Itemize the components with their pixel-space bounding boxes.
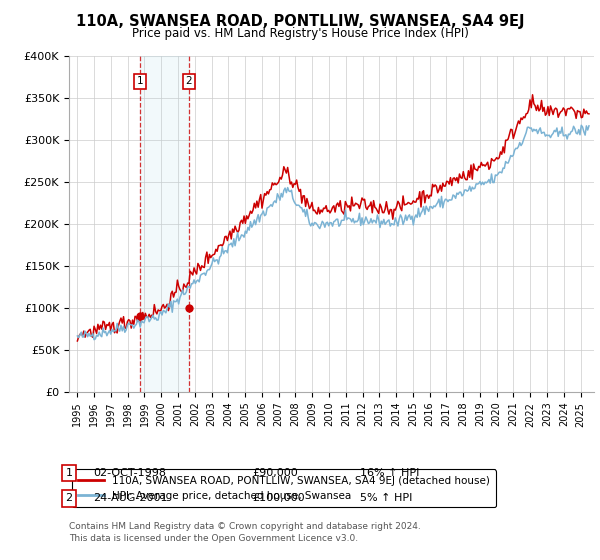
- Text: 2: 2: [185, 76, 192, 86]
- Text: 2: 2: [65, 493, 73, 503]
- Text: 1: 1: [65, 468, 73, 478]
- Text: 16% ↑ HPI: 16% ↑ HPI: [360, 468, 419, 478]
- Text: Contains HM Land Registry data © Crown copyright and database right 2024.: Contains HM Land Registry data © Crown c…: [69, 522, 421, 531]
- Text: 110A, SWANSEA ROAD, PONTLLIW, SWANSEA, SA4 9EJ: 110A, SWANSEA ROAD, PONTLLIW, SWANSEA, S…: [76, 14, 524, 29]
- Text: This data is licensed under the Open Government Licence v3.0.: This data is licensed under the Open Gov…: [69, 534, 358, 543]
- Text: 1: 1: [137, 76, 143, 86]
- Text: 5% ↑ HPI: 5% ↑ HPI: [360, 493, 412, 503]
- Bar: [140, 56, 189, 392]
- Legend: 110A, SWANSEA ROAD, PONTLLIW, SWANSEA, SA4 9EJ (detached house), HPI: Average pr: 110A, SWANSEA ROAD, PONTLLIW, SWANSEA, S…: [71, 469, 496, 507]
- Text: 02-OCT-1998: 02-OCT-1998: [93, 468, 166, 478]
- Text: 24-AUG-2001: 24-AUG-2001: [93, 493, 167, 503]
- Text: £100,000: £100,000: [252, 493, 305, 503]
- Text: Price paid vs. HM Land Registry's House Price Index (HPI): Price paid vs. HM Land Registry's House …: [131, 27, 469, 40]
- Text: £90,000: £90,000: [252, 468, 298, 478]
